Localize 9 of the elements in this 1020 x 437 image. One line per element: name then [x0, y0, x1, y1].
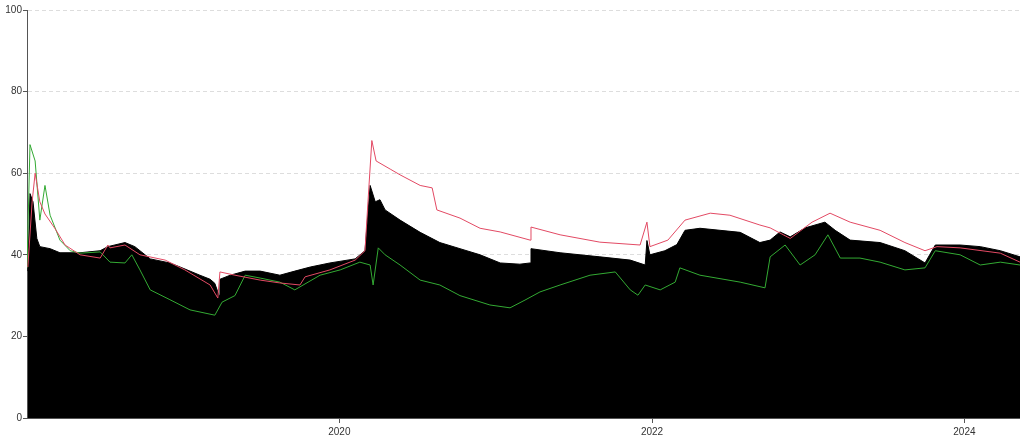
x-tick-label: 2022	[640, 425, 664, 437]
y-tick-label: 100	[5, 3, 23, 15]
y-tick-label: 60	[10, 166, 23, 178]
y-tick-label: 20	[10, 330, 23, 342]
x-tick-label: 2020	[328, 425, 351, 437]
y-tick-label: 0	[16, 411, 23, 423]
x-tick-label: 2024	[953, 425, 976, 437]
y-tick-label: 40	[10, 248, 23, 260]
y-tick-label: 80	[10, 85, 23, 97]
